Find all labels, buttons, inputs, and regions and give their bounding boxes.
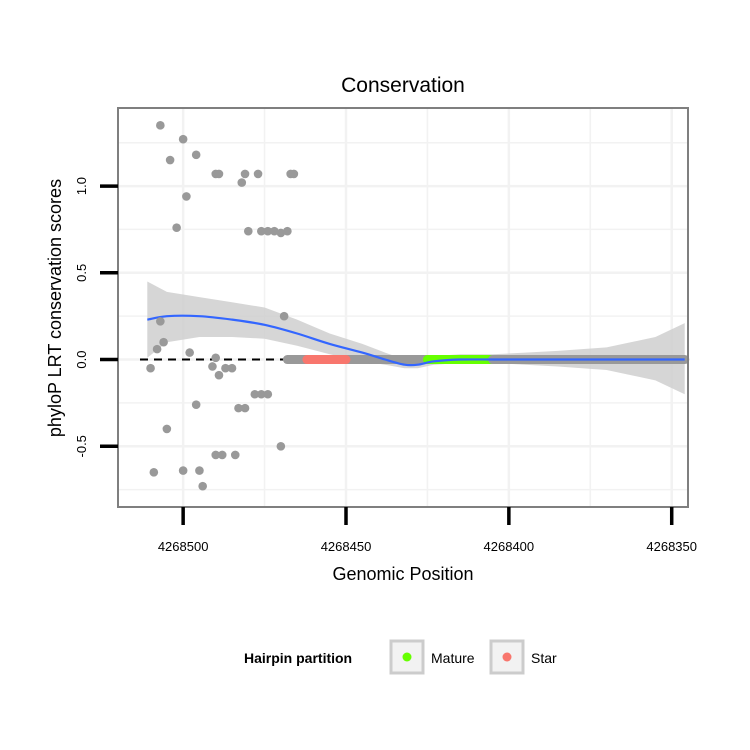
data-point <box>149 468 159 477</box>
data-point <box>243 226 253 236</box>
data-point <box>270 226 279 236</box>
data-point <box>208 362 217 371</box>
legend-label-mature: Mature <box>431 650 475 666</box>
data-point <box>182 192 191 201</box>
data-point <box>159 337 168 347</box>
x-axis: 4268500 4268450 4268400 4268350 <box>158 507 697 554</box>
legend: Hairpin partition Mature Star <box>244 639 557 675</box>
x-tick-label: 4268450 <box>321 539 372 554</box>
y-axis: -0.5 0.0 0.5 1.0 <box>74 177 118 457</box>
data-point <box>221 363 230 373</box>
y-tick-label: 1.0 <box>74 177 89 195</box>
data-point <box>257 226 266 236</box>
data-point <box>156 121 165 130</box>
y-tick-label: -0.5 <box>74 435 89 457</box>
data-point <box>276 441 286 451</box>
data-point <box>198 481 207 491</box>
data-point <box>240 169 250 179</box>
x-tick-label: 4268500 <box>158 539 209 554</box>
data-point <box>289 169 299 179</box>
data-point <box>276 228 286 238</box>
confidence-ribbon <box>147 281 685 395</box>
data-point <box>283 226 292 236</box>
panel-border <box>117 107 689 508</box>
data-point <box>227 363 237 373</box>
legend-dot-star <box>502 652 512 662</box>
data-point <box>257 389 266 399</box>
data-point <box>214 370 224 380</box>
plot-panel <box>117 107 690 508</box>
legend-key-star <box>489 639 525 675</box>
data-point <box>165 155 175 165</box>
legend-item-mature: Mature <box>389 639 475 675</box>
data-point <box>211 450 221 460</box>
data-point <box>217 450 227 460</box>
legend-label-star: Star <box>531 650 557 666</box>
legend-item-star: Star <box>489 639 557 675</box>
data-point <box>156 317 165 326</box>
data-point <box>191 400 201 409</box>
data-point <box>240 403 250 413</box>
data-point <box>172 223 181 232</box>
x-tick-label: 4268350 <box>646 539 697 554</box>
data-point <box>185 348 194 357</box>
data-point <box>250 389 260 399</box>
data-point <box>279 311 289 321</box>
data-point <box>178 134 188 144</box>
data-point <box>234 403 243 413</box>
chart-title: Conservation <box>341 74 465 97</box>
data-point <box>146 363 155 373</box>
legend-title: Hairpin partition <box>244 650 352 666</box>
smooth-trend-line <box>147 314 685 367</box>
data-point <box>263 226 273 236</box>
data-point <box>263 389 273 399</box>
data-point <box>162 424 172 434</box>
legend-dot-mature <box>402 652 412 662</box>
y-axis-title: phyloP LRT conservation scores <box>45 179 65 437</box>
data-point <box>211 353 221 363</box>
x-axis-title: Genomic Position <box>332 564 473 584</box>
data-point <box>195 466 204 475</box>
data-point <box>253 169 263 179</box>
y-tick-label: 0.0 <box>74 351 89 369</box>
data-point <box>178 466 188 475</box>
data-point <box>237 178 247 187</box>
x-tick-label: 4268400 <box>484 539 535 554</box>
data-point <box>214 169 224 179</box>
y-tick-label: 0.5 <box>74 264 89 282</box>
data-point <box>152 344 162 354</box>
score-points <box>146 121 299 491</box>
data-point <box>191 150 201 160</box>
data-point <box>230 450 240 460</box>
